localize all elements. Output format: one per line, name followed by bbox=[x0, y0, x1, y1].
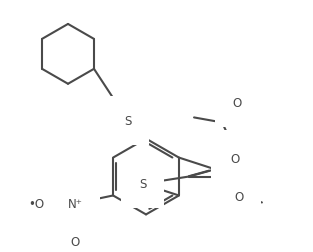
Text: S: S bbox=[139, 178, 146, 191]
Text: NH: NH bbox=[228, 148, 246, 161]
Text: O: O bbox=[230, 152, 239, 165]
Text: O: O bbox=[234, 190, 244, 203]
Text: •O: •O bbox=[28, 197, 44, 210]
Text: S: S bbox=[124, 115, 132, 128]
Text: O: O bbox=[70, 235, 80, 248]
Text: N⁺: N⁺ bbox=[68, 197, 83, 210]
Text: O: O bbox=[233, 97, 242, 110]
